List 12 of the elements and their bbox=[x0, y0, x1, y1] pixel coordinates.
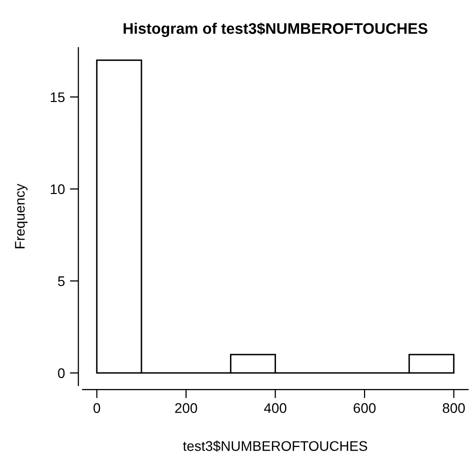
y-axis-title: Frequency bbox=[15, 184, 28, 248]
y-tick-label: 5 bbox=[58, 276, 65, 286]
x-tick-label: 200 bbox=[175, 403, 198, 414]
chart-title: Histogram of test3$NUMBEROFTOUCHES bbox=[124, 22, 428, 38]
y-tick-label: 0 bbox=[58, 368, 65, 378]
x-axis-title: test3$NUMBEROFTOUCHES bbox=[183, 440, 368, 452]
y-tick-label: 15 bbox=[50, 92, 65, 102]
x-tick-label: 0 bbox=[94, 403, 100, 414]
y-tick-label: 10 bbox=[50, 184, 65, 194]
x-tick-label: 400 bbox=[264, 403, 286, 414]
x-tick-label: 800 bbox=[442, 403, 465, 414]
x-tick-label: 600 bbox=[354, 403, 376, 414]
